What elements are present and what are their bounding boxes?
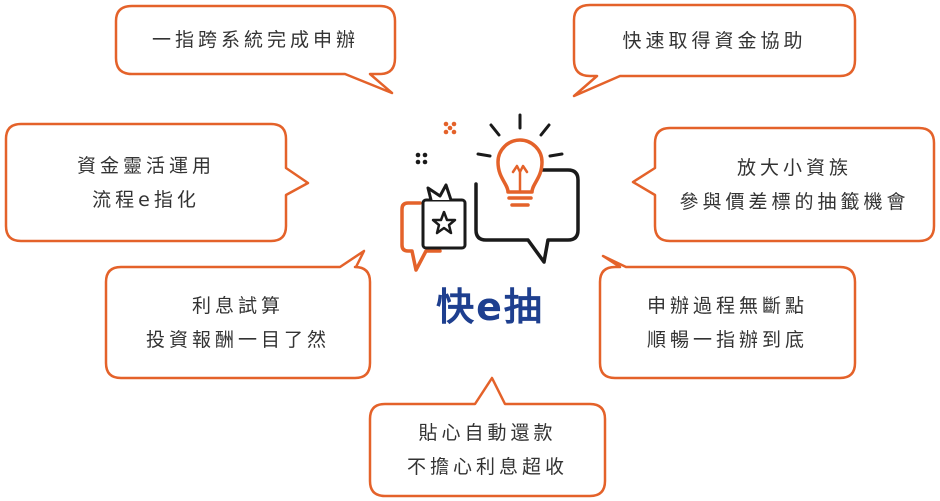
bubble-6: 申辦過程無斷點 順暢一指辦到底 bbox=[600, 267, 855, 378]
bubble-5-line-2: 投資報酬一目了然 bbox=[145, 328, 330, 351]
chat-bubble-dark bbox=[474, 168, 580, 264]
bubble-7: 貼心自動還款 不擔心利息超收 bbox=[370, 404, 605, 496]
center-title: 快e抽 bbox=[436, 285, 544, 329]
lightbulb-chat-icon bbox=[400, 113, 580, 272]
bubble-2: 快速取得資金協助 bbox=[574, 5, 855, 76]
bubble-4-line-2: 參與價差標的抽籤機會 bbox=[679, 190, 910, 213]
bubble-outline-4 bbox=[631, 126, 936, 243]
bubble-outline-5 bbox=[104, 249, 372, 380]
bubble-6-line-1: 申辦過程無斷點 bbox=[646, 294, 808, 317]
bubble-1: 一指跨系統完成申辦 bbox=[116, 6, 395, 74]
bubble-3-line-1: 資金靈活運用 bbox=[76, 154, 215, 177]
bubble-outline-7 bbox=[368, 376, 607, 498]
bubble-5-line-1: 利息試算 bbox=[191, 294, 284, 317]
ticket-flag bbox=[426, 183, 453, 202]
bubble-6-line-2: 順暢一指辦到底 bbox=[646, 328, 808, 351]
chat-bubble-orange bbox=[400, 201, 442, 272]
bubble-7-line-2: 不擔心利息超收 bbox=[406, 456, 568, 478]
light-rays bbox=[476, 113, 564, 158]
star-icon bbox=[431, 210, 457, 235]
lightbulb-base bbox=[507, 196, 533, 207]
bubble-5: 利息試算 投資報酬一目了然 bbox=[106, 267, 370, 378]
bubble-outline-1 bbox=[114, 4, 397, 95]
bubble-outline-2 bbox=[572, 3, 857, 98]
lightbulb-bulb bbox=[496, 138, 544, 194]
bubble-2-line-1: 快速取得資金協助 bbox=[622, 29, 807, 52]
bubble-1-line-1: 一指跨系統完成申辦 bbox=[151, 29, 359, 51]
bubble-4: 放大小資族 參與價差標的抽籤機會 bbox=[655, 128, 934, 241]
lightbulb-filament bbox=[511, 164, 529, 192]
bubble-outline-3 bbox=[4, 122, 310, 243]
bubble-3: 資金靈活運用 流程e指化 bbox=[6, 124, 286, 241]
bubble-7-line-1: 貼心自動還款 bbox=[418, 422, 557, 444]
bubble-4-line-1: 放大小資族 bbox=[736, 156, 852, 179]
sparkle-dots-dark bbox=[415, 152, 428, 165]
bubble-outline-6 bbox=[598, 254, 857, 380]
sparkle-dots-orange bbox=[443, 121, 457, 135]
bubble-3-line-2: 流程e指化 bbox=[92, 188, 200, 211]
